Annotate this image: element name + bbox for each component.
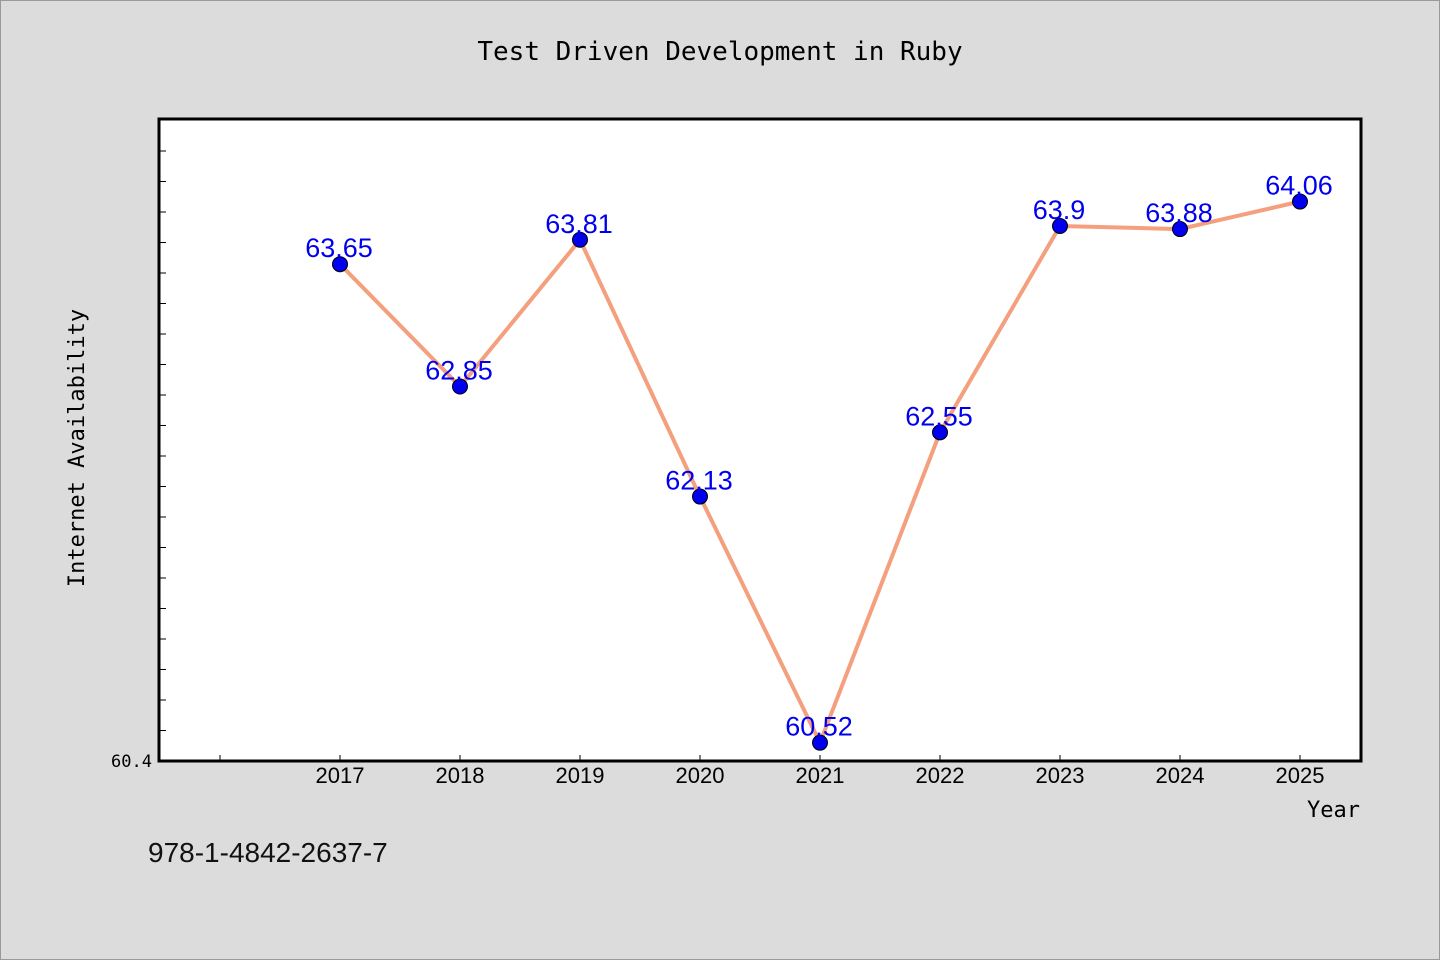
data-label: 63.65 bbox=[305, 233, 373, 263]
x-tick-label: 2018 bbox=[436, 763, 485, 788]
y-axis-ticks bbox=[159, 150, 166, 731]
y-axis-label: Internet Availability bbox=[65, 309, 90, 587]
data-labels: 63.65 62.85 63.81 62.13 60.52 62.55 63.9 63.88 6… bbox=[305, 171, 1333, 742]
footer-isbn: 978-1-4842-2637-7 bbox=[148, 837, 388, 868]
plot-area bbox=[157, 117, 1363, 763]
x-tick-label: 2025 bbox=[1276, 763, 1325, 788]
data-point bbox=[332, 256, 348, 273]
y-tick-label: 60.4 bbox=[111, 752, 152, 772]
x-tick-label: 2021 bbox=[796, 763, 845, 788]
x-tick-label: 2020 bbox=[676, 763, 725, 788]
data-label: 63.81 bbox=[545, 209, 613, 239]
data-point bbox=[1052, 218, 1068, 234]
data-point bbox=[692, 488, 708, 505]
x-axis-label: Year bbox=[1307, 798, 1360, 823]
x-tick-label: 2022 bbox=[916, 763, 965, 788]
x-tick-label: 2024 bbox=[1156, 763, 1205, 788]
data-point bbox=[452, 378, 468, 395]
data-label: 62.55 bbox=[905, 401, 973, 431]
data-label: 62.85 bbox=[425, 356, 493, 386]
x-tick-label: 2017 bbox=[316, 763, 365, 788]
data-point bbox=[812, 734, 828, 751]
data-markers bbox=[332, 193, 1308, 751]
chart-title: Test Driven Development in Ruby bbox=[477, 37, 962, 67]
data-label: 63.9 bbox=[1033, 195, 1086, 225]
data-label: 62.13 bbox=[665, 466, 733, 496]
x-axis-ticks bbox=[219, 755, 1301, 761]
data-point bbox=[572, 231, 588, 248]
data-point bbox=[1172, 221, 1188, 238]
data-label: 64.06 bbox=[1265, 171, 1333, 201]
data-label: 60.52 bbox=[785, 712, 853, 742]
x-tick-label: 2023 bbox=[1036, 763, 1085, 788]
data-point bbox=[932, 424, 948, 441]
x-tick-label: 2019 bbox=[556, 763, 605, 788]
data-point bbox=[1292, 193, 1308, 210]
data-label: 63.88 bbox=[1145, 198, 1213, 228]
x-tick-labels: 2017 2018 2019 2020 2021 2022 2023 2024 2025 bbox=[316, 763, 1325, 788]
